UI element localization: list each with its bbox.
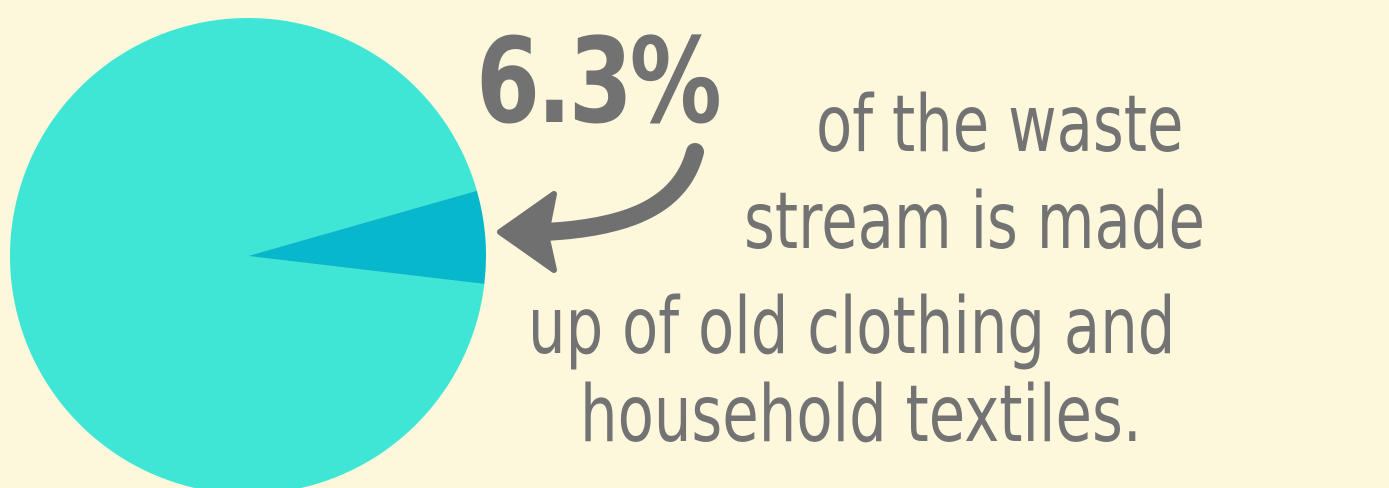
headline-stat: 6.3% xyxy=(476,12,722,150)
curved-arrow-left-icon xyxy=(497,143,704,273)
pie-slices xyxy=(9,18,487,488)
caption-line-2: stream is made xyxy=(744,177,1205,267)
pie-chart xyxy=(9,18,487,488)
arrow-shaft xyxy=(536,143,704,241)
pie-slice-2 xyxy=(248,190,487,285)
caption-line-1: of the waste xyxy=(816,80,1184,170)
caption-line-4: household textiles. xyxy=(580,370,1142,460)
caption-line-3: up of old clothing and xyxy=(528,282,1176,372)
arrow-head xyxy=(497,191,557,273)
pie-slice-1 xyxy=(9,18,485,488)
